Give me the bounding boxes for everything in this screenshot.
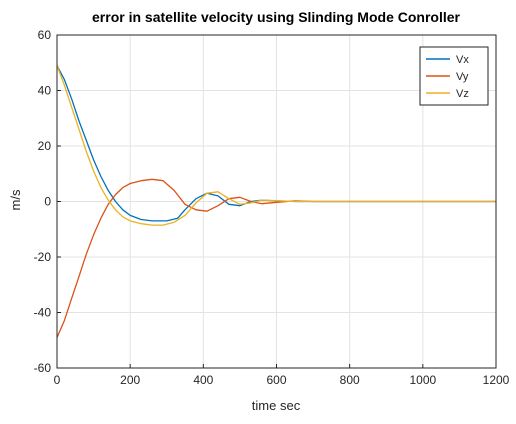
series-line-vz (56, 65, 496, 226)
x-tick-label: 800 (340, 373, 360, 387)
x-tick-label: 400 (193, 373, 213, 387)
y-tick-label: 20 (38, 139, 52, 153)
x-tick-label: 600 (266, 373, 286, 387)
legend-label-vx: Vx (456, 54, 469, 66)
y-tick-label: 0 (44, 195, 51, 209)
axis-ticks: 0 200 400 600 800 1000 1200 -60 -40 -20 0 20 40 60 (34, 28, 510, 387)
y-tick-label: 60 (38, 28, 52, 42)
x-tick-label: 1200 (483, 373, 510, 387)
chart-title: error in satellite velocity using Slindi… (92, 9, 461, 25)
y-tick-label: -20 (34, 250, 52, 264)
y-tick-label: -60 (34, 361, 52, 375)
y-axis-label: m/s (8, 189, 23, 210)
legend: Vx Vy Vz (419, 46, 489, 106)
series-line-vy (56, 178, 496, 338)
x-tick-label: 200 (120, 373, 140, 387)
y-tick-label: 40 (38, 84, 52, 98)
legend-label-vy: Vy (456, 71, 469, 83)
y-tick-label: -40 (34, 306, 52, 320)
plot-series (56, 65, 496, 338)
x-tick-label: 0 (54, 373, 61, 387)
legend-label-vz: Vz (456, 88, 469, 100)
x-axis-label: time sec (252, 398, 301, 413)
x-tick-label: 1000 (409, 373, 436, 387)
